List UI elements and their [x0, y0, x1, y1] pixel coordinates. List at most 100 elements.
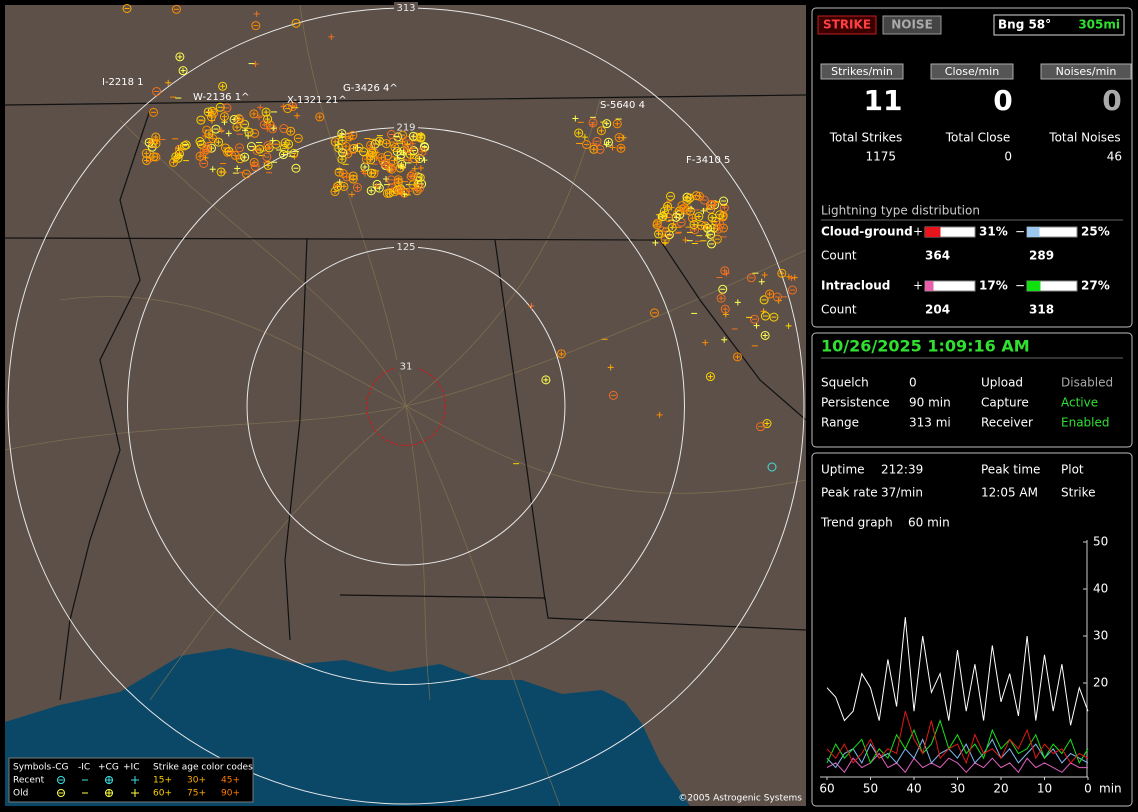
count-value: 364: [925, 249, 950, 263]
strike-symbol: [769, 312, 779, 322]
legend-symbol: [57, 789, 65, 797]
timestamp: 10/26/2025 1:09:16 AM: [821, 337, 1030, 356]
strike-symbol: [174, 149, 184, 159]
strike-symbol: [541, 375, 551, 385]
strike-symbol: [279, 150, 289, 160]
strike-symbol: [765, 289, 775, 299]
strike-symbol: [387, 164, 397, 174]
strike-button[interactable]: [817, 15, 877, 35]
strike-symbol: [377, 153, 387, 163]
range-rings: 313 219 125 31: [7, 2, 805, 805]
strike-symbol: [195, 151, 205, 161]
strike-symbol: [718, 284, 728, 294]
strike-symbol: [289, 148, 299, 158]
strike-symbol: [152, 86, 162, 96]
strike-symbol: [699, 195, 709, 205]
x-tick-label: 20: [993, 782, 1008, 796]
strike-symbol: [410, 172, 416, 178]
strike-symbol: [707, 212, 717, 222]
strike-symbol: [348, 174, 358, 184]
strike-symbol: [257, 104, 264, 111]
strike-symbol: [746, 273, 756, 283]
strike-symbol: [204, 145, 210, 151]
strike-symbol: [359, 147, 369, 157]
strike-symbol: [410, 133, 416, 139]
strike-symbol: [722, 306, 728, 312]
strike-symbol: [177, 54, 183, 60]
info-text: Peak time: [981, 463, 1040, 477]
x-tick-label: 60: [819, 782, 834, 796]
strike-symbol: [215, 102, 225, 112]
legend-row: Old: [13, 789, 28, 799]
strike-symbol: [142, 156, 152, 166]
strike-symbol: [218, 169, 224, 175]
legend-symbol: [58, 776, 139, 784]
percent-label: 31%: [979, 225, 1008, 239]
strike-symbol: [368, 188, 374, 194]
legend-age: 15+: [153, 776, 172, 786]
strike-symbol: [197, 153, 203, 159]
sign: −: [1015, 279, 1025, 293]
strike-symbol: [760, 330, 770, 340]
strike-symbol: [280, 138, 290, 148]
strike-symbol: [750, 314, 760, 324]
rate-value: 0: [1102, 84, 1121, 117]
strike-symbol: [333, 181, 343, 191]
count-label: Count: [821, 303, 857, 317]
info-text: Plot: [1061, 463, 1084, 477]
strike-symbol: [416, 133, 426, 143]
info-text: Strike: [1061, 486, 1096, 500]
strike-symbol: [171, 159, 177, 165]
strike-symbol: [366, 168, 376, 178]
strike-symbol: [383, 141, 389, 147]
x-axis-label: min: [1099, 782, 1122, 796]
strike-symbol: [716, 293, 726, 303]
legend-symbol: [58, 789, 139, 797]
bar-fill: [925, 281, 934, 291]
strike-symbol: [732, 352, 742, 362]
percent-label: 17%: [979, 279, 1008, 293]
noise-button[interactable]: [882, 15, 942, 35]
stats-panel: [811, 7, 1133, 328]
total-label: Total Close: [945, 131, 1011, 145]
strike-symbol: [373, 182, 380, 189]
info-text: 12:05 AM: [981, 486, 1038, 500]
strike-symbol: [367, 152, 373, 158]
strike-symbol: [702, 223, 708, 229]
legend-age: 45+: [221, 776, 240, 786]
bar-fill: [1027, 227, 1040, 237]
strike-symbol: [398, 162, 405, 169]
strike-symbol: [328, 33, 335, 40]
legend-symbol: [105, 789, 113, 797]
strike-symbol: [666, 191, 676, 201]
strike-symbol: [221, 114, 227, 120]
strike-symbol: [711, 225, 717, 231]
strike-symbol: [700, 207, 707, 214]
strike-symbol: [291, 163, 301, 173]
strike-symbol: [791, 274, 798, 281]
strike-symbol: [712, 234, 722, 244]
legend-column: +CG: [98, 763, 119, 773]
strike-symbol: [764, 421, 770, 427]
strike-symbol: [388, 156, 398, 166]
strike-symbol: [382, 188, 392, 198]
strike-symbol: [400, 149, 407, 156]
strike-symbol: [761, 271, 768, 278]
strike-symbol: [196, 115, 206, 125]
strike-symbol: [366, 186, 376, 196]
sign: +: [913, 225, 923, 239]
strike-symbol: [649, 308, 659, 318]
strike-symbol: [417, 155, 423, 161]
strike-symbol: [406, 157, 413, 164]
strike-symbol: [256, 114, 262, 121]
status-label: Receiver: [981, 416, 1033, 430]
strike-symbol: [251, 21, 261, 31]
strike-symbol: [334, 167, 344, 177]
x-tick-label: 50: [863, 782, 878, 796]
strike-symbol: [225, 130, 232, 137]
strike-symbol: [395, 179, 401, 185]
copyright: ©2005 Astrogenic Systems: [678, 794, 802, 804]
strike-symbol: [234, 165, 241, 172]
strike-symbol: [417, 165, 424, 172]
strike-symbol: [707, 374, 713, 380]
